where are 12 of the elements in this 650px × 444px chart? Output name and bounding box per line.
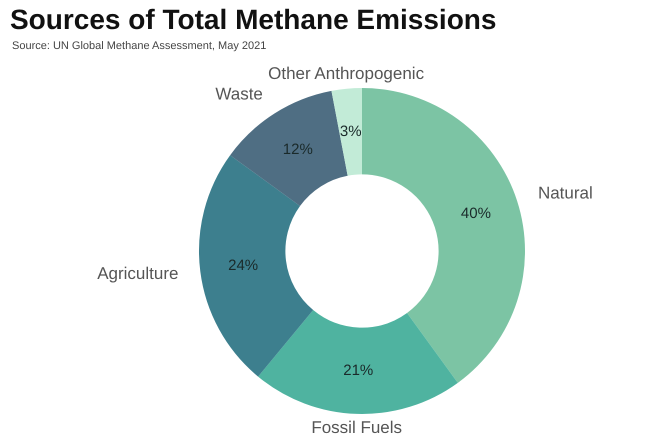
slice-label: Other Anthropogenic: [268, 64, 425, 83]
slice-label: Natural: [538, 184, 593, 203]
slice-label: Agriculture: [97, 264, 178, 283]
data-label: 12%: [282, 140, 313, 158]
chart-title: Sources of Total Methane Emissions: [10, 4, 496, 36]
data-label: 24%: [228, 257, 258, 274]
data-label: 21%: [343, 362, 374, 379]
data-label: 40%: [460, 205, 491, 222]
source-note: Source: UN Global Methane Assessment, May 2021: [12, 40, 266, 52]
slice-label: Waste: [215, 84, 263, 104]
slice-label: Fossil Fuels: [311, 418, 402, 438]
data-label: 3%: [340, 122, 362, 140]
